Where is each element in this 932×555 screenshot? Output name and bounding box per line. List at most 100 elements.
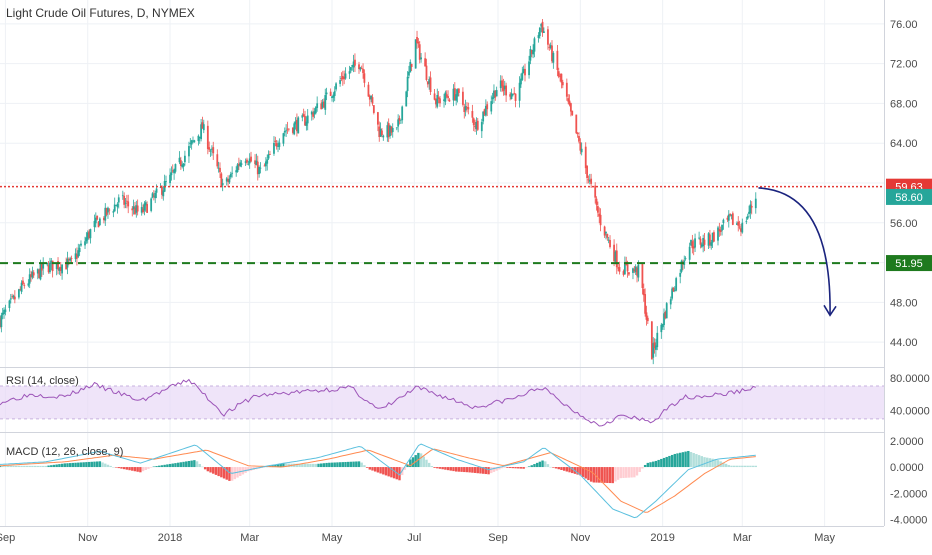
candle-body [417,41,420,44]
macd-histogram-bar [128,467,131,471]
candle-body [266,159,269,164]
candle-body [499,80,502,89]
candle [313,108,316,119]
candle-body [660,324,663,333]
macd-histogram-bar [503,467,506,468]
candle [710,239,713,250]
candle [181,161,184,169]
candle-body [201,122,204,129]
candle [0,312,3,333]
candle-body [343,76,346,80]
candle-body [219,167,221,173]
candle [482,111,485,125]
candle [518,76,521,108]
macd-histogram-bar [212,467,215,474]
candle-body [737,221,740,226]
price-tick-label: 72.00 [890,59,918,71]
candle [486,101,489,117]
candle-body [445,94,448,97]
candle-body [575,114,578,134]
candle-body [590,178,593,184]
macd-histogram-bar [136,467,139,472]
candle-body [51,260,54,272]
candle [673,286,676,293]
macd-histogram-bar [519,467,523,469]
candle [445,90,448,99]
candle-body [727,214,730,221]
candle-body [518,82,521,101]
candle-body [665,303,668,319]
candle [538,26,541,39]
candle-body [367,84,370,97]
time-tick-label: Mar [240,532,259,544]
candle [331,95,333,102]
candle-body [541,21,544,33]
candle [237,157,240,170]
macd-tick-label: -2.0000 [890,488,927,500]
candle-body [579,142,582,151]
candle [23,282,26,289]
macd-histogram-bar [201,466,204,468]
macd-histogram-bar [360,462,363,468]
candle-body [127,201,130,207]
macd-histogram-bar [341,462,345,468]
candle-body [605,231,607,234]
macd-histogram-bar [716,460,720,468]
candle-body [237,163,240,166]
candle-body [285,130,288,132]
candle-body [162,190,165,197]
macd-histogram-bar [673,453,677,468]
macd-histogram-bar [20,465,23,468]
candle-body [74,253,77,259]
candle [188,141,190,164]
candle [108,208,111,215]
macd-histogram-bar [274,464,277,468]
candle [178,151,181,165]
candle [301,113,304,122]
candle [397,114,400,133]
candle-body [722,219,725,224]
candle [556,45,559,77]
macd-histogram-bar [746,465,749,468]
candle [401,105,404,124]
macd-histogram-bar [66,463,69,468]
candle [609,235,611,249]
macd-histogram-bar [436,467,439,469]
candle-body [405,91,408,107]
candle [426,81,429,88]
candle [529,45,532,65]
macd-histogram-bar [592,467,596,483]
candle [266,154,269,171]
candle [439,95,441,107]
candle [435,98,437,109]
candle-body [472,118,475,126]
candle-body [710,242,713,246]
candle-body [486,104,489,110]
candle-body [188,146,190,157]
candle [225,176,228,186]
candle [228,175,231,185]
candle [97,220,100,228]
candle-body [325,92,328,95]
candle [162,186,165,201]
candle-body [560,73,563,83]
macd-histogram-bar [722,462,725,468]
macd-histogram-bar [708,458,712,468]
candle-body [721,224,723,231]
candle-body [183,155,186,163]
candle-body [636,268,638,276]
candle [310,110,313,121]
candle-body [67,259,70,261]
macd-histogram-bar [301,463,304,468]
candle [359,66,362,72]
candle [420,53,422,63]
candle [9,293,12,304]
candle-body [669,299,672,305]
candle-body [444,92,447,102]
candle [656,326,659,351]
candle-body [256,161,259,175]
macd-histogram-bar [158,465,161,468]
candle-body [395,127,398,129]
candle-body [136,205,139,212]
candle-body [88,231,90,238]
